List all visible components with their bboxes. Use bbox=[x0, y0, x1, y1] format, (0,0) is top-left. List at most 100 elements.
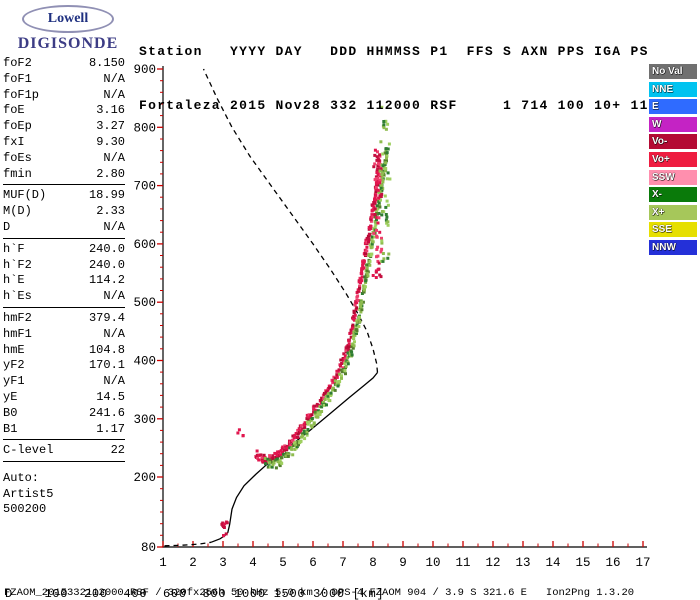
param-row: h`F 240.0 bbox=[3, 242, 125, 258]
separator-line bbox=[3, 306, 125, 308]
param-label: MUF(D) bbox=[3, 188, 47, 203]
param-row: foF2 8.150 bbox=[3, 56, 125, 72]
param-label: yE bbox=[3, 389, 18, 404]
param-value: 1.17 bbox=[96, 421, 125, 436]
param-label: h`Es bbox=[3, 289, 32, 304]
lowell-logo-oval: Lowell bbox=[22, 5, 114, 33]
param-row: yF1 N/A bbox=[3, 374, 125, 390]
legend-label: NNW bbox=[652, 241, 676, 253]
param-value: N/A bbox=[103, 289, 125, 304]
legend-item: NNW bbox=[649, 239, 697, 255]
param-row: foF1 N/A bbox=[3, 72, 125, 88]
param-value: N/A bbox=[103, 150, 125, 165]
trace-sporadic-echo bbox=[236, 428, 245, 438]
legend-item: NNE bbox=[649, 81, 697, 97]
param-label: fmin bbox=[3, 166, 32, 181]
x-axis-labels: 1 2 3 4 5 6 7 8 9 10 11 12 13 14 15 16 17 bbox=[159, 556, 650, 570]
param-row: foEs N/A bbox=[3, 151, 125, 167]
lowell-logo: Lowell DIGISONDE bbox=[8, 5, 128, 53]
logo-digisonde-text: DIGISONDE bbox=[17, 35, 119, 52]
x-tick-label: 9 bbox=[399, 556, 407, 570]
x-tick-label: 8 bbox=[369, 556, 377, 570]
param-label: yF1 bbox=[3, 374, 25, 389]
legend-label: E bbox=[652, 101, 659, 113]
param-label: fxI bbox=[3, 134, 25, 149]
param-value: 240.0 bbox=[88, 241, 125, 256]
param-label: D bbox=[3, 219, 11, 234]
param-value: 22 bbox=[110, 443, 125, 458]
legend-label: No Val bbox=[652, 66, 683, 77]
param-value: N/A bbox=[103, 71, 125, 86]
y-tick-label: 400 bbox=[133, 355, 156, 369]
param-row: h`E 114.2 bbox=[3, 273, 125, 289]
y-tick-label: 300 bbox=[133, 413, 156, 427]
param-label: foF1p bbox=[3, 87, 40, 102]
param-row: B1 1.17 bbox=[3, 422, 125, 438]
param-value: 104.8 bbox=[88, 342, 125, 357]
param-label: B1 bbox=[3, 421, 18, 436]
param-label: hmF1 bbox=[3, 326, 32, 341]
station-header: Station YYYY DAY DDD HHMMSS P1 FFS S AXN… bbox=[139, 7, 649, 151]
header-values-row: Fortaleza 2015 Nov28 332 112000 RSF 1 71… bbox=[139, 98, 649, 113]
param-label: yF2 bbox=[3, 358, 25, 373]
parameter-panel: foF2 8.150 foF1 N/A foF1p N/A foE 3.16 foEp 3.27 f… bbox=[3, 56, 125, 518]
trace-o-mode-spread-f bbox=[371, 148, 384, 279]
param-row: foF1p N/A bbox=[3, 88, 125, 104]
param-value: 379.4 bbox=[88, 310, 125, 325]
param-row: B0 241.6 bbox=[3, 406, 125, 422]
legend-item: No Val bbox=[649, 64, 697, 79]
param-value: 2.80 bbox=[96, 166, 125, 181]
x-tick-label: 1 bbox=[159, 556, 167, 570]
param-label: foF2 bbox=[3, 56, 32, 70]
trace-e-region-echoes bbox=[220, 520, 229, 538]
x-tick-label: 12 bbox=[485, 556, 500, 570]
param-label: h`E bbox=[3, 273, 25, 288]
param-row: fxI 9.30 bbox=[3, 135, 125, 151]
param-label: h`F2 bbox=[3, 257, 32, 272]
legend-item: X+ bbox=[649, 204, 697, 220]
profile-baseline-dashed bbox=[164, 541, 212, 547]
x-tick-label: 17 bbox=[635, 556, 650, 570]
param-label: C-level bbox=[3, 443, 54, 458]
param-row: foEp 3.27 bbox=[3, 119, 125, 135]
header-columns-row: Station YYYY DAY DDD HHMMSS P1 FFS S AXN… bbox=[139, 44, 649, 59]
legend-item: E bbox=[649, 99, 697, 115]
separator-line bbox=[3, 184, 125, 186]
legend-label: X- bbox=[652, 189, 662, 201]
profile-bottomside-solid bbox=[210, 372, 379, 543]
param-value: 170.1 bbox=[88, 358, 125, 373]
param-value: 18.99 bbox=[88, 188, 125, 203]
y-tick-label: 500 bbox=[133, 296, 156, 310]
x-tick-label: 7 bbox=[339, 556, 347, 570]
muf-distance-row: D 100 200 400 600 800 1000 1500 3000 [km… bbox=[5, 587, 385, 600]
trace-x-mode-f-trace bbox=[263, 147, 389, 470]
param-value: 9.30 bbox=[96, 134, 125, 149]
x-tick-label: 5 bbox=[279, 556, 287, 570]
legend-item: W bbox=[649, 116, 697, 132]
param-row: h`F2 240.0 bbox=[3, 258, 125, 274]
x-tick-label: 6 bbox=[309, 556, 317, 570]
logo-lowell-text: Lowell bbox=[47, 11, 89, 26]
param-value: 3.16 bbox=[96, 103, 125, 118]
param-label: foEs bbox=[3, 150, 32, 165]
legend-item: X- bbox=[649, 187, 697, 203]
x-tick-label: 2 bbox=[189, 556, 197, 570]
param-row: fmin 2.80 bbox=[3, 167, 125, 183]
param-row: M(D) 2.33 bbox=[3, 204, 125, 220]
param-row: hmF2 379.4 bbox=[3, 311, 125, 327]
param-row: C-level 22 bbox=[3, 443, 125, 459]
y-tick-label: 600 bbox=[133, 238, 156, 252]
legend-label: W bbox=[652, 118, 662, 130]
legend-label: Vo+ bbox=[652, 153, 670, 165]
legend-label: SSE bbox=[652, 224, 673, 236]
param-label: foF1 bbox=[3, 71, 32, 86]
x-tick-label: 10 bbox=[425, 556, 440, 570]
param-row: hmE 104.8 bbox=[3, 343, 125, 359]
param-row: yE 14.5 bbox=[3, 390, 125, 406]
param-label: h`F bbox=[3, 241, 25, 256]
auto-scaler-label: 500200 bbox=[3, 502, 47, 517]
param-value: 114.2 bbox=[88, 273, 125, 288]
param-row: yF2 170.1 bbox=[3, 358, 125, 374]
param-row: D N/A bbox=[3, 220, 125, 236]
